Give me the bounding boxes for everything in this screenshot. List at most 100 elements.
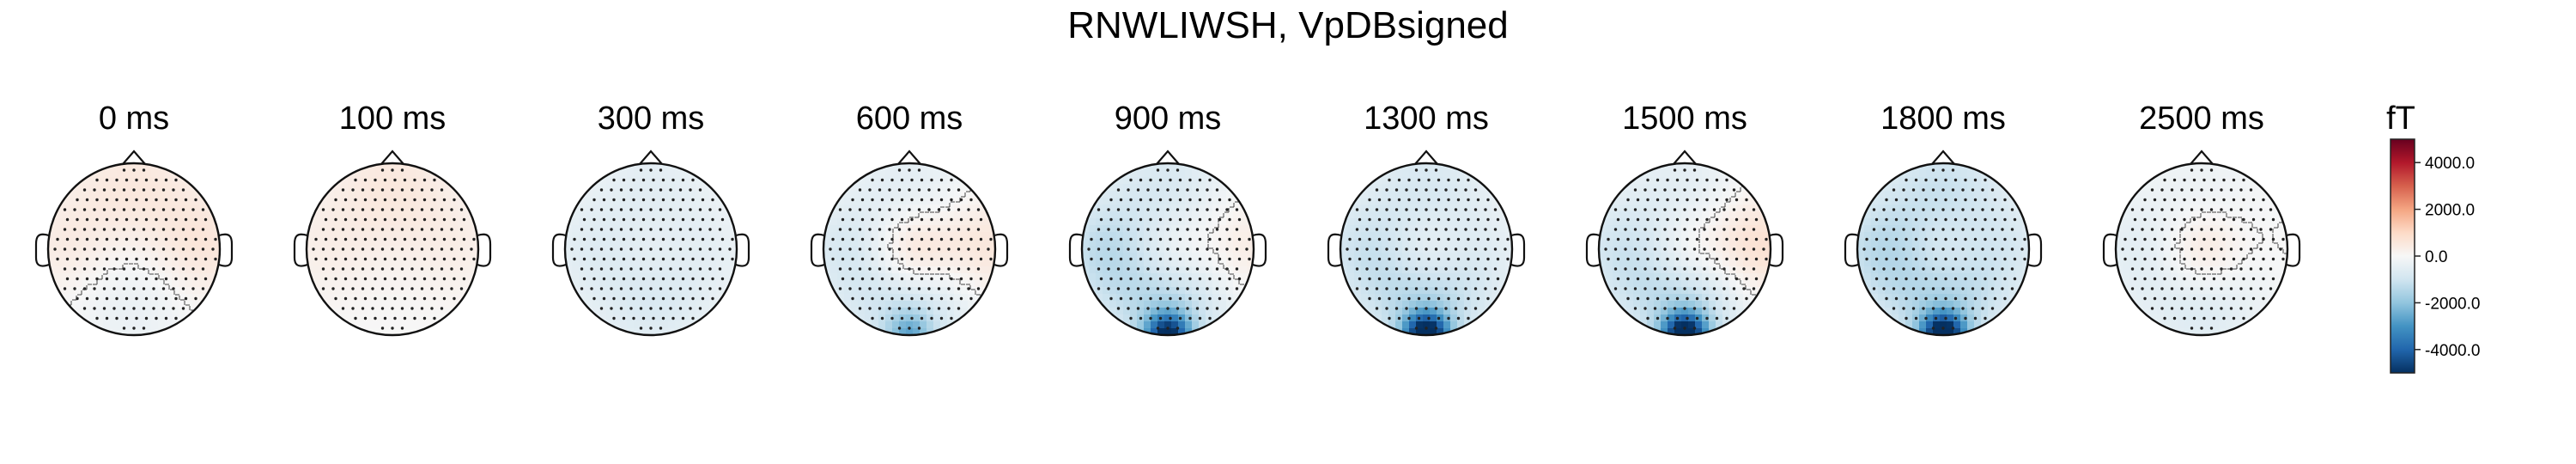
field-cell <box>165 211 173 219</box>
field-cell <box>899 191 907 198</box>
field-cell <box>1354 218 1362 226</box>
field-cell <box>1722 211 1730 219</box>
sensor-dot <box>1407 316 1411 321</box>
field-cell <box>947 273 955 281</box>
field-cell <box>1226 273 1234 281</box>
field-cell <box>641 170 648 178</box>
sensor-dot <box>142 327 146 330</box>
field-cell <box>961 259 969 267</box>
field-cell <box>1478 239 1485 247</box>
sensor-dot <box>1385 287 1388 290</box>
sensor-dot <box>1097 287 1101 290</box>
sensor-dot <box>334 237 337 241</box>
sensor-dot <box>937 247 941 251</box>
field-cell <box>851 205 859 212</box>
sensor-dot <box>1434 228 1438 231</box>
field-cell <box>131 259 138 267</box>
sensor-dot <box>122 188 126 192</box>
sensor-dot <box>85 296 89 301</box>
sensor-dot <box>1417 178 1421 182</box>
field-cell <box>892 246 900 253</box>
field-cell <box>131 294 138 302</box>
field-cell <box>62 205 70 212</box>
field-cell <box>858 177 866 185</box>
sensor-dot <box>1097 208 1101 211</box>
field-cell <box>1185 294 1193 302</box>
sensor-dot <box>422 257 427 261</box>
sensor-dot <box>659 188 663 192</box>
field-cell <box>865 259 872 267</box>
sensor-dot <box>880 178 884 182</box>
field-cell <box>961 218 969 226</box>
field-cell <box>954 191 962 198</box>
field-cell <box>1212 177 1220 185</box>
sensor-dot <box>1127 208 1130 211</box>
field-cell <box>647 232 655 240</box>
sensor-dot <box>105 277 109 281</box>
field-cell <box>968 246 975 253</box>
field-cell <box>1619 239 1627 247</box>
field-cell <box>1157 273 1165 281</box>
sensor-dot <box>1473 287 1478 290</box>
sensor-dot <box>1456 237 1461 241</box>
field-cell <box>1409 225 1417 233</box>
sensor-dot <box>920 217 924 222</box>
field-cell <box>355 280 362 288</box>
field-cell <box>865 294 872 302</box>
sensor-dot <box>1228 277 1231 281</box>
field-cell <box>1178 205 1186 212</box>
field-cell <box>55 239 63 247</box>
sensor-dot <box>1156 208 1160 211</box>
field-cell <box>1109 239 1117 247</box>
field-cell <box>144 177 152 185</box>
field-cell <box>76 239 83 247</box>
field-cell <box>144 211 152 219</box>
field-cell <box>1226 211 1234 219</box>
sensor-dot <box>900 198 904 202</box>
sensor-dot <box>204 277 208 281</box>
field-cell <box>975 280 982 288</box>
sensor-dot <box>661 198 665 202</box>
field-cell <box>1116 211 1124 219</box>
sensor-layout <box>570 168 734 330</box>
field-cell <box>586 198 593 205</box>
field-cell <box>1409 273 1417 281</box>
field-cell <box>947 205 955 212</box>
field-cell <box>654 205 662 212</box>
field-cell <box>606 205 614 212</box>
field-cell <box>920 211 927 219</box>
field-cell <box>1157 218 1165 226</box>
field-cell <box>634 280 641 288</box>
sensor-dot <box>380 267 385 271</box>
sensor-dot <box>639 287 643 290</box>
field-cell <box>1137 198 1145 205</box>
field-cell <box>131 177 138 185</box>
field-cell <box>947 246 955 253</box>
sensor-dot <box>1107 228 1110 231</box>
field-cell <box>1395 266 1403 274</box>
field-cell <box>172 273 179 281</box>
field-cell <box>716 205 724 212</box>
sensor-dot <box>1377 237 1382 241</box>
field-cell <box>341 239 349 247</box>
field-cell <box>76 225 83 233</box>
sensor-dot <box>420 267 424 271</box>
field-cell <box>327 211 335 219</box>
field-cell <box>416 287 424 295</box>
field-cell <box>458 287 465 295</box>
field-cell <box>1388 218 1396 226</box>
field-cell <box>981 225 989 233</box>
field-cell <box>89 280 97 288</box>
field-cell <box>1478 287 1485 295</box>
field-cell <box>69 294 76 302</box>
sensor-dot <box>629 208 633 211</box>
field-cell <box>927 280 934 288</box>
field-cell <box>1382 239 1389 247</box>
sensor-dot <box>1467 178 1470 182</box>
sensor-dot <box>413 296 416 301</box>
field-cell <box>1089 259 1097 267</box>
field-cell <box>661 191 669 198</box>
sensor-dot <box>135 296 138 301</box>
sensor-dot <box>681 198 685 202</box>
field-cell <box>396 280 404 288</box>
